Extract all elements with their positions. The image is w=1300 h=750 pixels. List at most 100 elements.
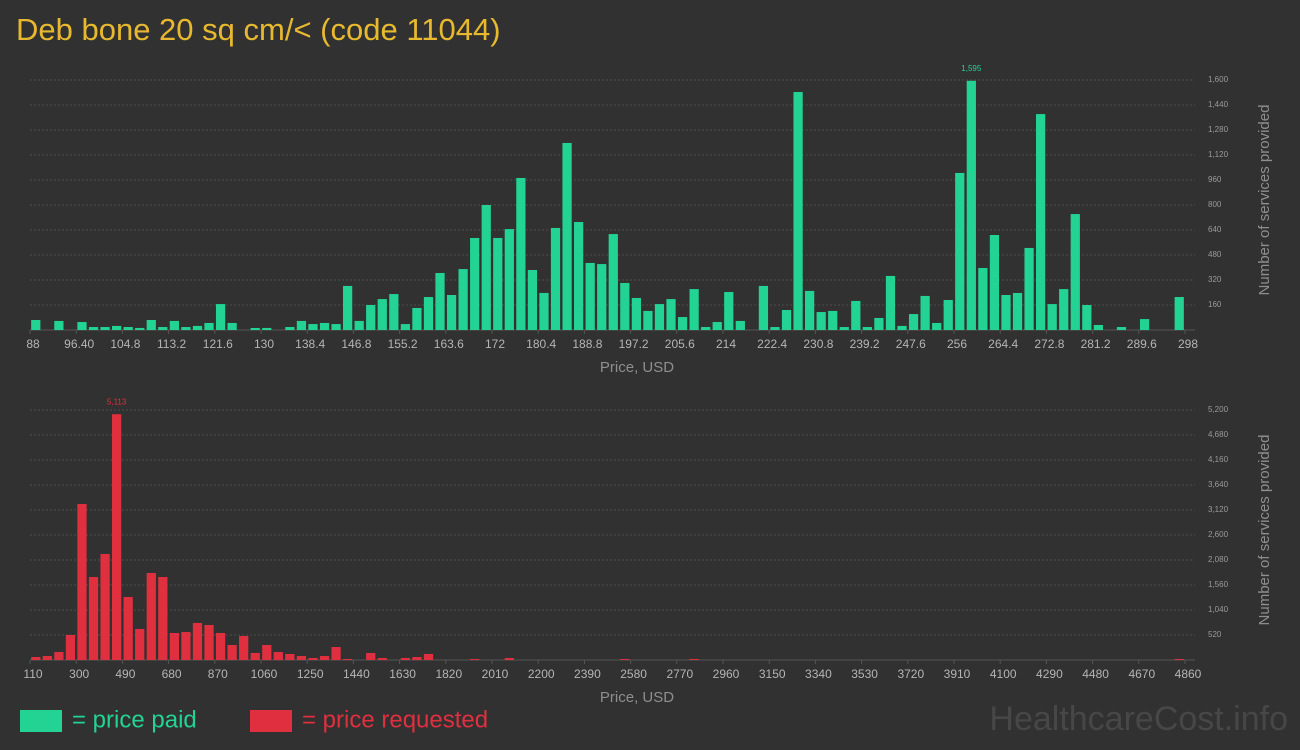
x-tick-label: 3720	[897, 667, 924, 681]
x-tick-label: 300	[69, 667, 89, 681]
bar	[885, 275, 896, 330]
y-tick-label: 1,560	[1208, 580, 1229, 589]
bar	[689, 289, 699, 330]
bar	[793, 92, 803, 330]
y-tick-label: 520	[1208, 630, 1222, 639]
bar	[851, 300, 861, 330]
bar	[574, 222, 584, 330]
bar	[31, 320, 41, 330]
bar	[620, 658, 630, 660]
bar	[54, 652, 64, 660]
bar	[308, 324, 318, 330]
bar	[470, 658, 480, 660]
bar	[250, 327, 260, 330]
bar	[781, 310, 792, 330]
bar	[423, 653, 434, 660]
bar	[146, 572, 156, 660]
bar	[400, 324, 410, 330]
y-tick-label: 5,200	[1208, 405, 1229, 414]
bar	[135, 327, 145, 330]
x-tick-label: 4290	[1036, 667, 1063, 681]
bar	[239, 636, 249, 660]
y-tick-label: 960	[1208, 175, 1222, 184]
bar	[932, 322, 942, 330]
bar	[181, 632, 191, 660]
x-tick-label: 247.6	[896, 337, 926, 351]
bar	[412, 307, 422, 330]
bar	[1070, 214, 1080, 330]
bar	[158, 577, 168, 660]
x-tick-label: 230.8	[803, 337, 833, 351]
bar	[343, 658, 353, 660]
bar	[631, 297, 641, 330]
y-axis-label: Number of services provided	[1256, 435, 1273, 626]
bar	[319, 322, 330, 330]
value-label: 1,595	[961, 64, 982, 73]
bar	[908, 314, 919, 330]
bar	[42, 656, 52, 660]
x-tick-label: 3530	[851, 667, 878, 681]
bar	[227, 645, 237, 660]
bar	[285, 653, 295, 660]
bar	[504, 229, 514, 330]
bar	[123, 327, 133, 330]
x-tick-label: 2580	[620, 667, 647, 681]
bar	[100, 327, 110, 330]
x-axis-label: Price, USD	[600, 689, 674, 706]
bar	[481, 205, 491, 330]
bar	[1036, 114, 1046, 330]
bar	[1082, 305, 1092, 330]
bar	[874, 317, 884, 330]
bar	[285, 327, 295, 330]
bar	[1174, 297, 1184, 330]
bar	[296, 320, 307, 330]
bar	[273, 652, 283, 660]
x-tick-label: 1060	[251, 667, 278, 681]
bar	[585, 262, 595, 330]
bar	[562, 142, 572, 330]
bar	[839, 327, 849, 330]
bar	[446, 295, 457, 330]
bar	[493, 237, 503, 330]
x-tick-label: 4100	[990, 667, 1017, 681]
x-tick-label: 163.6	[434, 337, 464, 351]
y-tick-label: 2,600	[1208, 530, 1229, 539]
bar	[539, 292, 549, 330]
x-tick-label: 222.4	[757, 337, 787, 351]
x-tick-label: 870	[208, 667, 228, 681]
bar	[1001, 295, 1011, 330]
bar	[978, 267, 988, 330]
bar	[920, 295, 930, 330]
bar	[943, 300, 953, 330]
bar	[435, 272, 445, 330]
legend-swatch	[250, 710, 292, 732]
x-tick-label: 2960	[713, 667, 740, 681]
bar	[319, 656, 330, 660]
bar	[77, 503, 87, 660]
x-tick-label: 1820	[435, 667, 462, 681]
bar	[712, 322, 722, 330]
x-tick-label: 1440	[343, 667, 370, 681]
y-tick-label: 1,600	[1208, 75, 1229, 84]
x-tick-label: 2010	[482, 667, 509, 681]
bar	[215, 632, 226, 660]
bar	[989, 235, 1000, 330]
bar	[343, 285, 353, 330]
bar	[250, 652, 260, 660]
x-tick-label: 3150	[759, 667, 786, 681]
x-tick-label: 214	[716, 337, 736, 351]
x-tick-label: 289.6	[1127, 337, 1157, 351]
x-tick-label: 256	[947, 337, 967, 351]
x-tick-label: 2390	[574, 667, 601, 681]
y-tick-label: 2,080	[1208, 555, 1229, 564]
bar	[88, 577, 99, 660]
bar	[597, 264, 607, 330]
x-tick-label: 3910	[944, 667, 971, 681]
bar	[654, 304, 665, 330]
x-tick-label: 110	[23, 667, 42, 681]
bar	[1174, 658, 1184, 660]
y-tick-label: 1,040	[1208, 605, 1229, 614]
x-tick-label: 180.4	[526, 337, 556, 351]
bar	[770, 327, 780, 330]
